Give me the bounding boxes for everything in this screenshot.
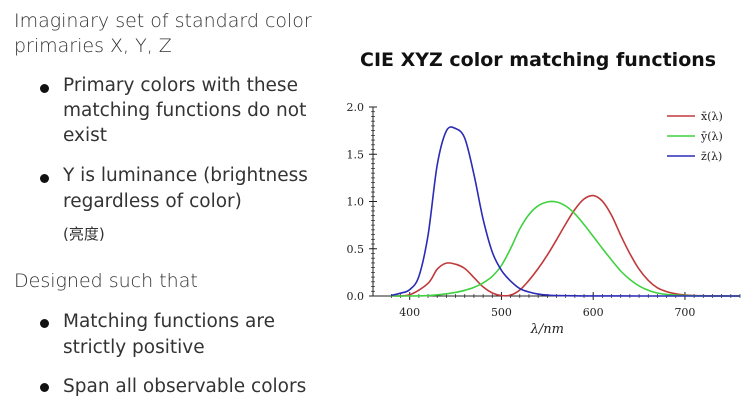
bullet-2-line-1: Y is luminance (brightness	[63, 165, 308, 186]
legend-label-1: x̄(λ)	[701, 110, 723, 123]
y-bar-curve	[391, 200, 740, 297]
z-bar-curve	[391, 126, 740, 297]
bullet-2-note: (亮度)	[63, 225, 105, 243]
bullet-dot-2	[40, 174, 49, 183]
x-axis-label: λ/nm	[530, 322, 564, 337]
y-tick-label: 1.5	[347, 148, 365, 161]
bullet-3-line-1: Matching functions are	[63, 311, 275, 332]
bullet-4-line-1: Span all observable colors	[63, 376, 307, 397]
y-tick-label: 2.0	[347, 101, 365, 114]
chart-curves	[391, 126, 741, 297]
legend-label-3: z̄(λ)	[701, 150, 722, 163]
bullet-1-line-3: exist	[63, 125, 108, 146]
x-tick-label: 400	[399, 306, 420, 319]
x-tick-label: 600	[583, 306, 604, 319]
bullet-dot-3	[40, 319, 49, 328]
intro-line-2: primaries X, Y, Z	[14, 35, 172, 57]
chart-axes: 0.0 0.5 1.0 1.5 2.0 400 500 600 700 λ/nm	[347, 101, 741, 337]
chart-legend: x̄(λ) ȳ(λ) z̄(λ)	[667, 110, 723, 163]
x-tick-label: 500	[491, 306, 512, 319]
bullet-3-line-2: strictly positive	[63, 337, 205, 358]
y-tick-label: 0.5	[347, 243, 365, 256]
intro-line-1: Imaginary set of standard color	[14, 10, 312, 32]
y-tick-label: 1.0	[347, 196, 365, 209]
x-tick-label: 700	[674, 306, 695, 319]
y-tick-label: 0.0	[347, 290, 365, 303]
bullet-1-line-2: matching functions do not	[63, 100, 307, 121]
designed-heading: Designed such that	[14, 270, 198, 292]
bullet-2-line-2: regardless of color)	[63, 191, 242, 212]
bullet-dot-4	[40, 383, 49, 392]
x-bar-curve	[391, 194, 741, 297]
legend-label-2: ȳ(λ)	[700, 130, 723, 143]
bullet-1-line-1: Primary colors with these	[63, 75, 298, 96]
bullet-dot-1	[40, 84, 49, 93]
chart-title: CIE XYZ color matching functions	[360, 49, 717, 71]
